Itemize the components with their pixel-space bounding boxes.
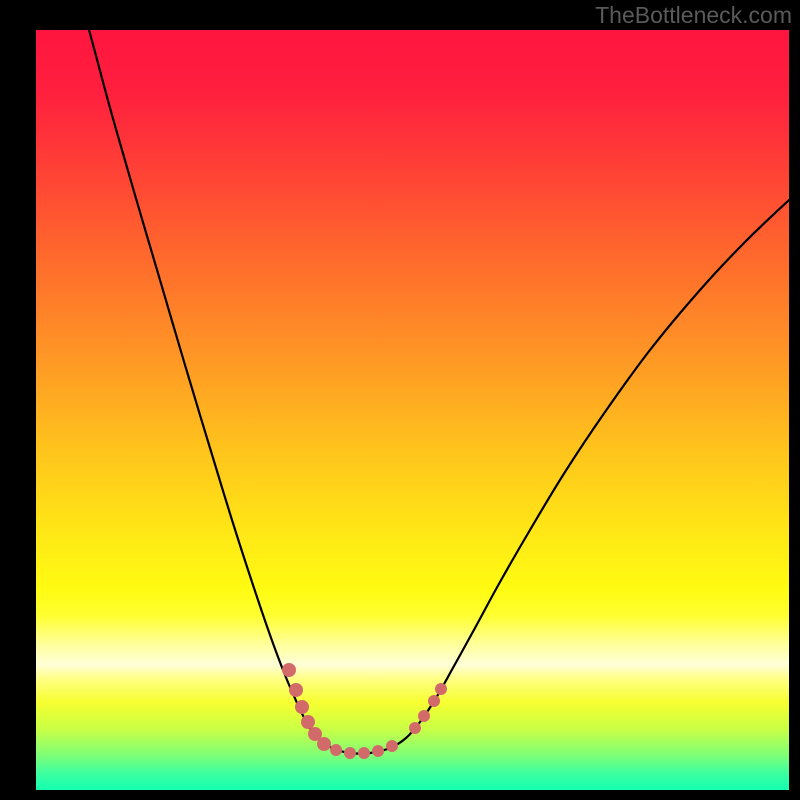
watermark-text: TheBottleneck.com [595,2,792,29]
plot-area [36,30,789,790]
curve-marker [330,744,342,756]
curve-marker [435,683,447,695]
curve-marker [344,747,356,759]
curve-marker [386,740,398,752]
curve-marker [295,700,309,714]
curve-marker [289,683,303,697]
curve-markers [282,663,447,759]
curve-marker [428,695,440,707]
curve-marker [358,747,370,759]
curve-marker [409,722,421,734]
curve-marker [418,710,430,722]
curve-marker [282,663,296,677]
chart-container: TheBottleneck.com [0,0,800,800]
curve-marker [372,745,384,757]
curve-marker [301,715,315,729]
curve-marker [317,737,331,751]
bottleneck-curve [81,30,789,754]
curve-layer [36,30,789,790]
